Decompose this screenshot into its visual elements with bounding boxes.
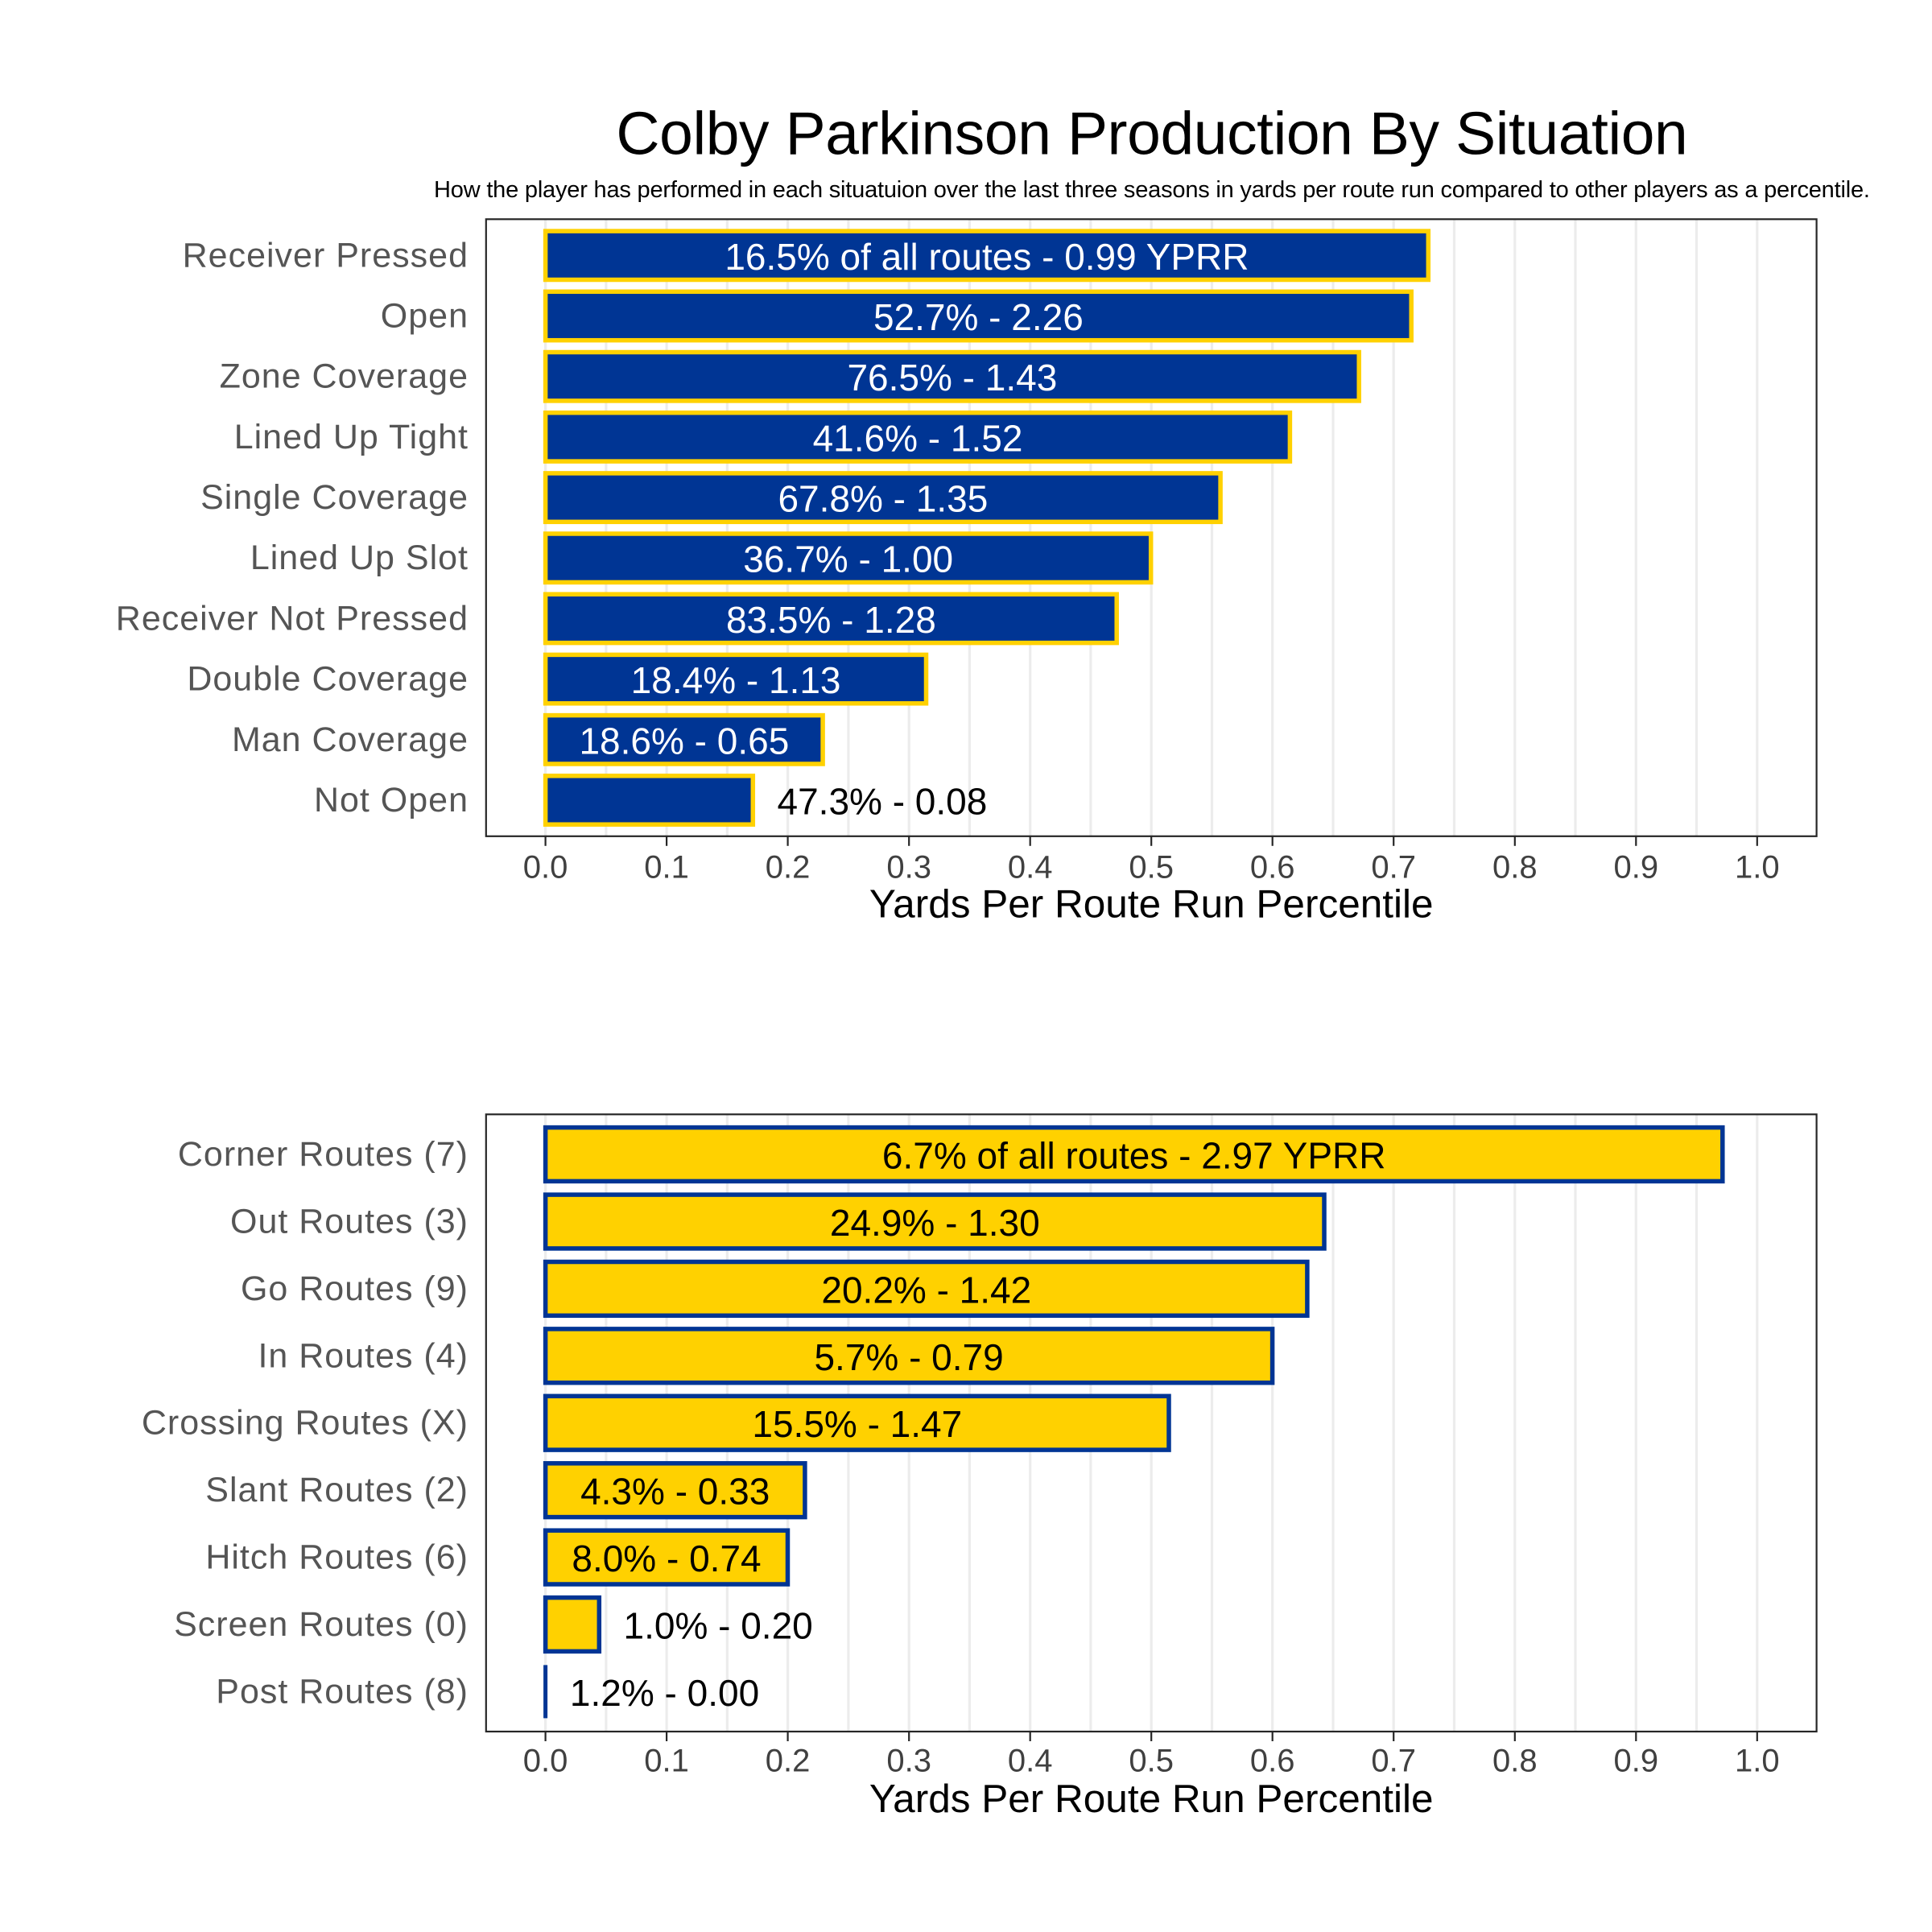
- svg-text:0.2: 0.2: [766, 850, 811, 886]
- svg-text:Screen Routes (0): Screen Routes (0): [174, 1605, 469, 1644]
- svg-text:Corner Routes (7): Corner Routes (7): [178, 1135, 469, 1174]
- svg-text:Colby Parkinson Production By: Colby Parkinson Production By Situation: [616, 100, 1687, 167]
- svg-text:Open: Open: [381, 297, 469, 336]
- svg-text:20.2% - 1.42: 20.2% - 1.42: [821, 1269, 1031, 1311]
- svg-text:Out Routes (3): Out Routes (3): [230, 1202, 469, 1241]
- svg-text:0.1: 0.1: [644, 1743, 689, 1778]
- svg-text:6.7% of all routes - 2.97 YPRR: 6.7% of all routes - 2.97 YPRR: [882, 1135, 1386, 1177]
- svg-text:Not Open: Not Open: [314, 781, 469, 819]
- svg-text:Yards Per Route Run Percentile: Yards Per Route Run Percentile: [869, 1777, 1434, 1821]
- svg-text:15.5% - 1.47: 15.5% - 1.47: [752, 1403, 962, 1445]
- svg-text:Man Coverage: Man Coverage: [232, 720, 469, 759]
- svg-text:0.9: 0.9: [1613, 850, 1658, 886]
- svg-text:52.7% - 2.26: 52.7% - 2.26: [873, 296, 1084, 338]
- svg-text:67.8% - 1.35: 67.8% - 1.35: [778, 478, 988, 520]
- svg-text:Receiver Not Pressed: Receiver Not Pressed: [116, 599, 469, 638]
- svg-text:18.6% - 0.65: 18.6% - 0.65: [579, 720, 789, 762]
- svg-text:4.3% - 0.33: 4.3% - 0.33: [580, 1471, 770, 1513]
- svg-text:0.3: 0.3: [886, 850, 931, 886]
- svg-text:24.9% - 1.30: 24.9% - 1.30: [830, 1202, 1040, 1244]
- svg-text:1.0: 1.0: [1735, 1743, 1780, 1778]
- svg-text:16.5% of all routes - 0.99 YPR: 16.5% of all routes - 0.99 YPRR: [724, 236, 1249, 278]
- svg-text:0.5: 0.5: [1129, 1743, 1174, 1778]
- svg-text:0.0: 0.0: [523, 1743, 568, 1778]
- svg-text:Zone Coverage: Zone Coverage: [220, 357, 469, 396]
- svg-text:0.1: 0.1: [644, 850, 689, 886]
- svg-text:1.0% - 0.20: 1.0% - 0.20: [624, 1605, 813, 1647]
- svg-text:1.2% - 0.00: 1.2% - 0.00: [570, 1672, 759, 1714]
- svg-text:Post Routes (8): Post Routes (8): [216, 1672, 469, 1711]
- svg-text:76.5% - 1.43: 76.5% - 1.43: [847, 357, 1057, 398]
- svg-text:Hitch Routes (6): Hitch Routes (6): [205, 1538, 469, 1577]
- svg-text:36.7% - 1.00: 36.7% - 1.00: [743, 539, 953, 580]
- svg-text:83.5% - 1.28: 83.5% - 1.28: [726, 599, 936, 641]
- svg-text:Receiver Pressed: Receiver Pressed: [183, 236, 469, 275]
- svg-text:5.7% - 0.79: 5.7% - 0.79: [814, 1336, 1003, 1378]
- svg-text:1.0: 1.0: [1735, 850, 1780, 886]
- svg-text:Lined Up Tight: Lined Up Tight: [234, 418, 469, 456]
- svg-text:Go Routes (9): Go Routes (9): [241, 1269, 469, 1308]
- svg-text:0.8: 0.8: [1492, 1743, 1538, 1778]
- svg-text:Double Coverage: Double Coverage: [187, 660, 469, 699]
- svg-text:0.3: 0.3: [886, 1743, 931, 1778]
- svg-text:Lined Up Slot: Lined Up Slot: [250, 539, 469, 577]
- svg-text:0.4: 0.4: [1008, 850, 1053, 886]
- svg-text:0.7: 0.7: [1371, 850, 1416, 886]
- svg-text:How the player has performed i: How the player has performed in each sit…: [434, 177, 1870, 203]
- svg-text:0.9: 0.9: [1613, 1743, 1658, 1778]
- svg-text:0.6: 0.6: [1250, 1743, 1295, 1778]
- svg-text:0.7: 0.7: [1371, 1743, 1416, 1778]
- svg-text:8.0% - 0.74: 8.0% - 0.74: [572, 1538, 761, 1579]
- svg-text:0.4: 0.4: [1008, 1743, 1053, 1778]
- svg-text:Crossing Routes (X): Crossing Routes (X): [142, 1404, 469, 1443]
- svg-text:Single Coverage: Single Coverage: [200, 478, 469, 517]
- svg-text:Slant Routes (2): Slant Routes (2): [205, 1471, 469, 1509]
- svg-text:0.5: 0.5: [1129, 850, 1174, 886]
- svg-text:41.6% - 1.52: 41.6% - 1.52: [813, 417, 1023, 459]
- svg-text:In Routes (4): In Routes (4): [258, 1336, 469, 1375]
- svg-text:0.2: 0.2: [766, 1743, 811, 1778]
- svg-text:0.6: 0.6: [1250, 850, 1295, 886]
- svg-text:47.3% - 0.08: 47.3% - 0.08: [778, 781, 988, 823]
- svg-text:18.4% - 1.13: 18.4% - 1.13: [631, 659, 841, 701]
- svg-text:Yards Per Route Run Percentile: Yards Per Route Run Percentile: [869, 882, 1434, 927]
- svg-text:0.8: 0.8: [1492, 850, 1538, 886]
- svg-text:0.0: 0.0: [523, 850, 568, 886]
